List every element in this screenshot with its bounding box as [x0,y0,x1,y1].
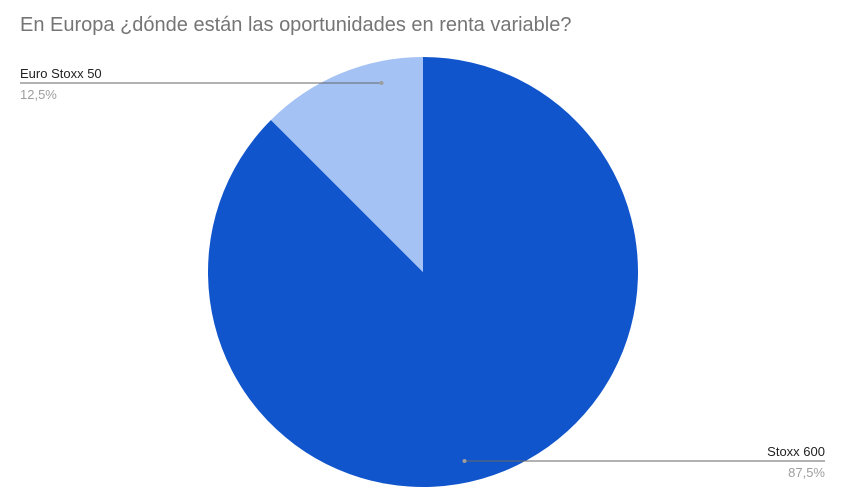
slice-percent-stoxx-600: 87,5% [788,465,825,480]
leader-dot-stoxx-600 [462,459,467,463]
slice-label-stoxx-600: Stoxx 600 [767,444,825,459]
slice-label-euro-stoxx-50: Euro Stoxx 50 [20,66,102,81]
slice-percent-euro-stoxx-50: 12,5% [20,87,57,102]
pie-slice-euro-stoxx-50 [270,57,423,272]
leader-dot-euro-stoxx-50 [379,81,384,85]
chart-title: En Europa ¿dónde están las oportunidades… [20,14,572,36]
